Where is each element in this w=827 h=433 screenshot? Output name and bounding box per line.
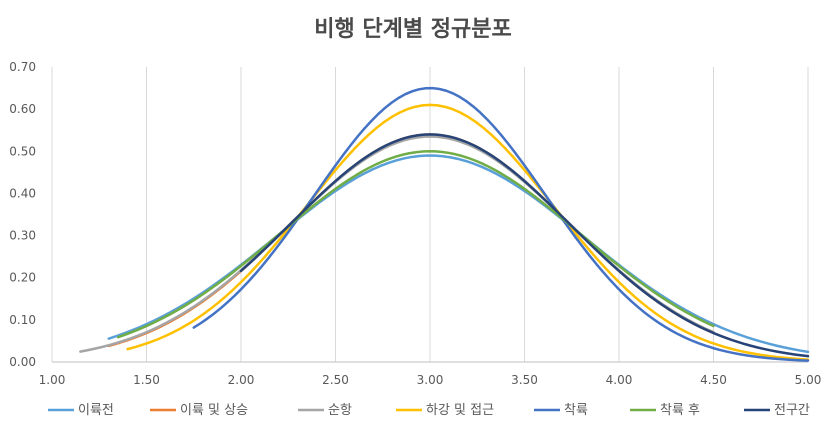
legend-label: 착륙: [564, 403, 588, 418]
legend-label: 순항: [328, 403, 352, 418]
x-tick-label: 3.00: [417, 373, 444, 387]
series-group: [79, 86, 810, 362]
y-tick-label: 0.30: [9, 229, 36, 243]
legend-label: 전구간: [774, 403, 810, 418]
series-line: [107, 133, 715, 348]
y-tick-label: 0.50: [9, 144, 36, 158]
x-tick-label: 4.00: [606, 373, 633, 387]
x-tick-label: 1.50: [133, 373, 160, 387]
y-tick-label: 0.60: [9, 102, 36, 116]
series-line: [192, 86, 810, 362]
x-tick-label: 4.50: [700, 373, 727, 387]
x-tick-label: 3.50: [511, 373, 538, 387]
series-line: [239, 133, 810, 358]
legend-label: 착륙 후: [660, 403, 700, 418]
x-tick-label: 5.00: [795, 373, 822, 387]
x-tick-label: 2.00: [228, 373, 255, 387]
chart-title: 비행 단계별 정규분포: [314, 17, 511, 42]
legend-label: 이륙전: [78, 403, 114, 418]
x-tick-label: 1.00: [39, 373, 66, 387]
legend: 이륙전 이륙 및 상승 순항 하강 및 접근 착륙 착륙 후 전구간: [48, 403, 810, 418]
x-tick-label: 2.50: [322, 373, 349, 387]
gridlines: [51, 67, 809, 362]
y-tick-label: 0.70: [9, 60, 36, 74]
series-line: [116, 150, 715, 339]
y-tick-label: 0.40: [9, 186, 36, 200]
y-axis: 0.00 0.10 0.20 0.30 0.40 0.50 0.60 0.70: [9, 60, 36, 369]
series-line: [126, 103, 810, 361]
y-tick-label: 0.10: [9, 313, 36, 327]
y-tick-label: 0.20: [9, 271, 36, 285]
legend-label: 이륙 및 상승: [180, 403, 248, 418]
legend-label: 하강 및 접근: [426, 403, 494, 418]
y-tick-label: 0.00: [9, 355, 36, 369]
x-axis: 1.00 1.50 2.00 2.50 3.00 3.50 4.00 4.50 5.00: [39, 361, 822, 387]
